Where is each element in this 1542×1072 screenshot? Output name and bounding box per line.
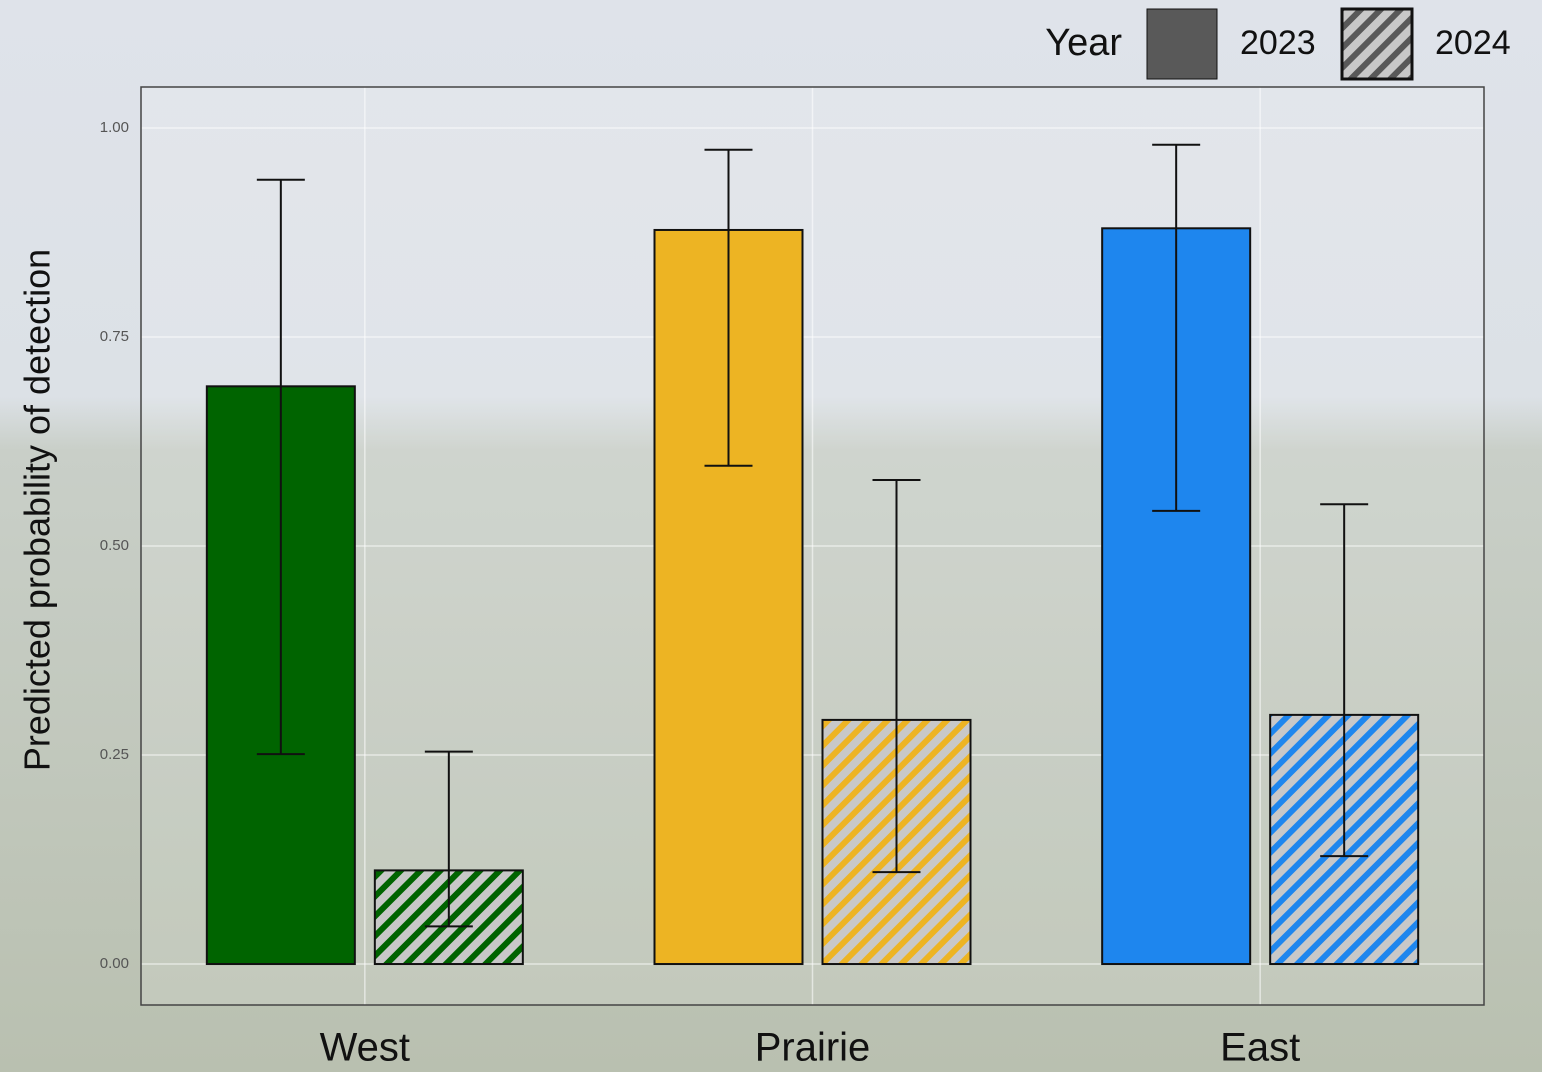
y-tick-label: 0.50	[100, 537, 129, 554]
y-tick-label: 0.00	[100, 955, 129, 972]
legend-label: 2023	[1240, 24, 1316, 62]
legend-title: Year	[1045, 22, 1122, 64]
x-tick-label: East	[1220, 1026, 1300, 1070]
x-tick-label: Prairie	[755, 1026, 871, 1070]
legend-label: 2024	[1435, 24, 1511, 62]
legend-swatch	[1146, 8, 1218, 80]
x-tick-label: West	[320, 1026, 410, 1070]
y-tick-label: 1.00	[100, 119, 129, 136]
legend-swatch	[1340, 7, 1414, 81]
plot-border	[140, 86, 1485, 1006]
y-axis-label: Predicted probability of detection	[17, 249, 58, 771]
y-tick-label: 0.25	[100, 746, 129, 763]
y-tick-label: 0.75	[100, 328, 129, 345]
